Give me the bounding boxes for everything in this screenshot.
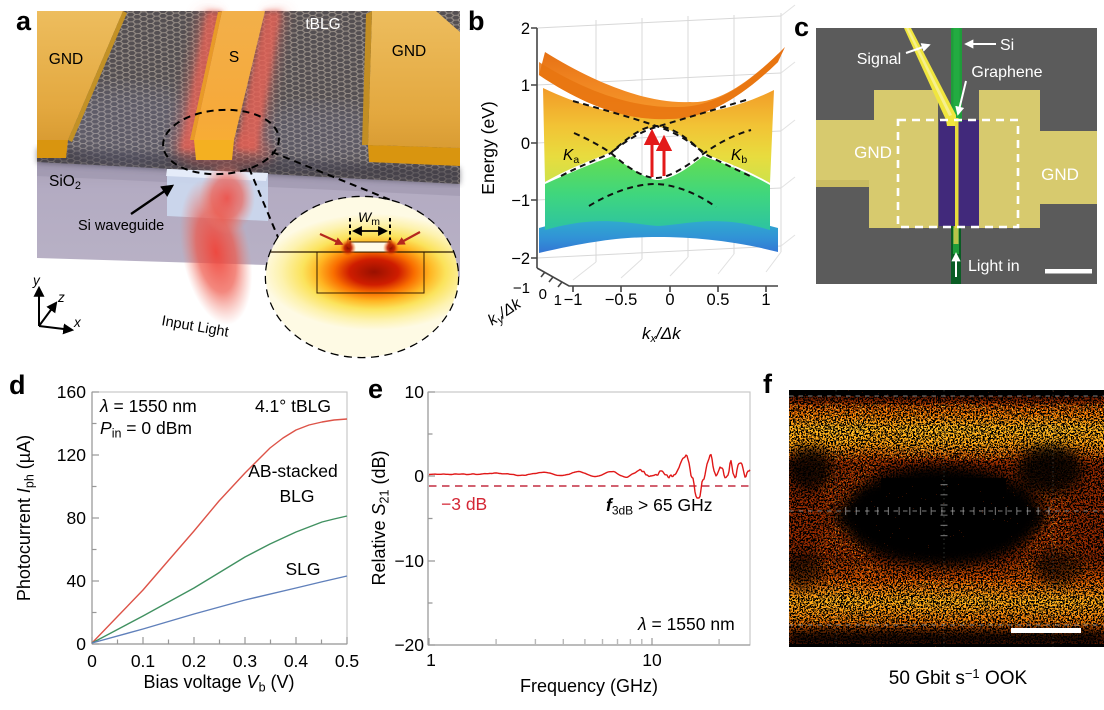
- svg-text:2: 2: [521, 20, 530, 38]
- svg-text:Light in: Light in: [968, 258, 1020, 275]
- svg-text:0: 0: [76, 634, 86, 654]
- svg-text:0: 0: [665, 291, 674, 309]
- svg-text:120: 120: [57, 445, 86, 465]
- svg-text:Si waveguide: Si waveguide: [78, 218, 164, 234]
- svg-text:Bias voltage Vb (V): Bias voltage Vb (V): [143, 672, 294, 695]
- svg-text:SLG: SLG: [285, 559, 320, 579]
- svg-text:BLG: BLG: [279, 486, 314, 506]
- svg-text:50 Gbit s−1 OOK: 50 Gbit s−1 OOK: [889, 666, 1028, 689]
- svg-text:z: z: [57, 290, 65, 305]
- svg-text:0.1: 0.1: [131, 651, 155, 671]
- svg-text:Photocurrent Iph (µA): Photocurrent Iph (µA): [14, 435, 37, 601]
- svg-text:f3dB > 65 GHz: f3dB > 65 GHz: [606, 495, 712, 518]
- svg-text:4.1° tBLG: 4.1° tBLG: [255, 396, 331, 416]
- svg-text:SiO2: SiO2: [49, 173, 81, 192]
- svg-text:−10: −10: [394, 551, 424, 571]
- svg-text:AB-stacked: AB-stacked: [248, 461, 337, 481]
- svg-text:e: e: [368, 374, 383, 404]
- svg-text:ky/Δk: ky/Δk: [485, 295, 526, 331]
- svg-text:−1: −1: [564, 291, 583, 309]
- svg-text:−20: −20: [394, 635, 424, 655]
- svg-text:GND: GND: [392, 43, 426, 60]
- svg-text:Frequency (GHz): Frequency (GHz): [520, 676, 658, 696]
- svg-text:λ = 1550 nm: λ = 1550 nm: [99, 396, 197, 416]
- svg-text:b: b: [468, 6, 485, 36]
- svg-text:0: 0: [414, 466, 424, 486]
- svg-text:f: f: [763, 369, 773, 399]
- svg-text:1: 1: [426, 650, 436, 670]
- svg-text:160: 160: [57, 382, 86, 402]
- svg-text:1: 1: [761, 291, 770, 309]
- svg-text:S: S: [229, 49, 239, 66]
- svg-text:−3 dB: −3 dB: [441, 494, 487, 514]
- svg-text:1: 1: [521, 77, 530, 95]
- svg-text:0.3: 0.3: [233, 651, 257, 671]
- svg-text:−2: −2: [511, 250, 530, 268]
- svg-text:kx/Δk: kx/Δk: [642, 324, 682, 345]
- svg-text:Energy (eV): Energy (eV): [478, 101, 498, 194]
- svg-text:80: 80: [67, 508, 87, 528]
- svg-text:0.4: 0.4: [284, 651, 309, 671]
- svg-text:−1: −1: [513, 280, 530, 297]
- svg-text:−0.5: −0.5: [605, 291, 638, 309]
- svg-text:Graphene: Graphene: [971, 64, 1042, 81]
- svg-text:Relative S21 (dB): Relative S21 (dB): [369, 451, 392, 586]
- svg-text:GND: GND: [1041, 165, 1079, 184]
- svg-text:0.5: 0.5: [335, 651, 359, 671]
- svg-text:0.2: 0.2: [182, 651, 206, 671]
- svg-text:λ = 1550 nm: λ = 1550 nm: [637, 614, 735, 634]
- svg-text:10: 10: [405, 382, 425, 402]
- svg-text:GND: GND: [854, 143, 892, 162]
- svg-text:Signal: Signal: [857, 51, 901, 68]
- svg-text:−1: −1: [511, 192, 530, 210]
- svg-text:x: x: [73, 315, 82, 330]
- svg-text:1: 1: [554, 292, 562, 309]
- svg-text:Si: Si: [1000, 37, 1014, 54]
- svg-text:0: 0: [87, 651, 97, 671]
- svg-text:Pin = 0 dBm: Pin = 0 dBm: [100, 418, 192, 441]
- svg-text:10: 10: [642, 650, 662, 670]
- svg-text:40: 40: [67, 571, 87, 591]
- svg-text:d: d: [9, 370, 26, 400]
- svg-text:tBLG: tBLG: [305, 16, 340, 33]
- svg-text:c: c: [794, 12, 809, 42]
- svg-text:GND: GND: [49, 51, 83, 68]
- svg-text:y: y: [32, 273, 41, 288]
- svg-text:0: 0: [521, 135, 530, 153]
- svg-text:0.5: 0.5: [707, 291, 730, 309]
- svg-text:a: a: [16, 6, 32, 36]
- svg-text:0: 0: [539, 286, 547, 303]
